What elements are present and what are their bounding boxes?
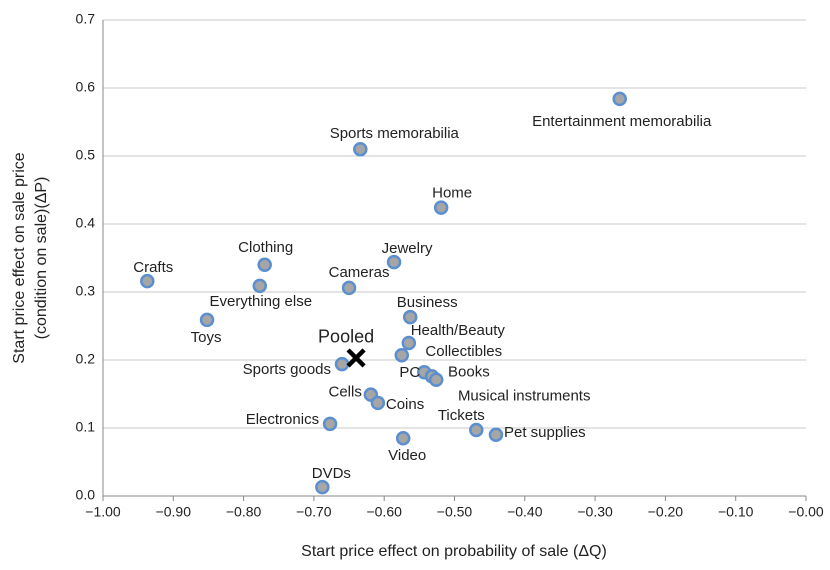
point	[199, 312, 215, 328]
y-tick-label: 0.3	[76, 283, 96, 299]
x-tick-label: −0.10	[718, 504, 754, 520]
y-tick-label: 0.1	[76, 419, 96, 435]
point-label: Clothing	[238, 239, 293, 256]
y-tick-label: 0.4	[76, 215, 96, 231]
point	[334, 356, 350, 372]
point-label: Crafts	[133, 259, 173, 276]
x-tick-label: −0.40	[507, 504, 543, 520]
point	[433, 200, 449, 215]
x-axis-label: Start price effect on probability of sal…	[301, 543, 607, 560]
point	[428, 372, 444, 387]
point	[341, 280, 357, 296]
point-label: Cameras	[329, 264, 390, 281]
pooled-marker	[346, 348, 366, 368]
x-tick-label: −0.50	[437, 504, 473, 520]
point	[488, 427, 504, 443]
point	[252, 278, 268, 294]
point-label: Coins	[386, 396, 424, 413]
x-tick-label: −0.70	[296, 504, 332, 520]
y-tick-label: 0.7	[76, 11, 96, 27]
point-label: Cells	[328, 384, 361, 401]
point	[370, 395, 386, 411]
y-tick-label: 0.6	[76, 79, 96, 95]
point-label: Musical instruments	[458, 388, 591, 405]
point-label: Entertainment memorabilia	[532, 113, 712, 130]
point-label: Home	[432, 185, 472, 202]
point-label: DVDs	[312, 465, 351, 482]
point-label: Sports memorabilia	[330, 125, 460, 142]
x-tick-label: −0.80	[226, 504, 262, 520]
point-label: Tickets	[438, 407, 485, 424]
point-label: Books	[448, 363, 490, 380]
point	[322, 416, 338, 432]
y-axis-label: (condition on sale)(ΔP)	[33, 177, 50, 340]
point	[401, 335, 417, 351]
x-tick-label: −0.30	[577, 504, 613, 520]
point-label: Business	[397, 294, 458, 311]
point-label: Collectibles	[425, 343, 502, 360]
x-tick-label: −0.90	[156, 504, 192, 520]
point-label: Pet supplies	[504, 424, 586, 441]
point-label: PC	[399, 364, 420, 381]
y-tick-label: 0.5	[76, 147, 96, 163]
point	[315, 479, 330, 495]
point-label: Sports goods	[243, 361, 331, 378]
point-label: Everything else	[209, 293, 312, 310]
x-tick-label: −0.20	[648, 504, 684, 520]
point-label: Electronics	[246, 411, 319, 428]
point-label: Video	[388, 447, 426, 464]
y-tick-label: 0.0	[76, 487, 96, 503]
y-tick-label: 0.2	[76, 351, 96, 367]
y-axis-label: Start price effect on sale price	[11, 152, 28, 363]
point	[386, 254, 402, 270]
point	[257, 257, 272, 273]
point	[395, 430, 411, 446]
point	[140, 273, 155, 289]
pooled-label: Pooled	[318, 327, 374, 347]
point	[402, 309, 418, 325]
point-label: Toys	[191, 329, 222, 346]
x-tick-label: −0.00	[788, 504, 824, 520]
point-label: Jewelry	[382, 240, 433, 257]
point	[612, 91, 627, 107]
point	[469, 422, 484, 438]
point	[353, 141, 368, 157]
point-label: Health/Beauty	[411, 322, 506, 339]
point	[394, 347, 410, 363]
x-tick-label: −0.60	[366, 504, 402, 520]
x-tick-label: −1.00	[85, 504, 121, 520]
